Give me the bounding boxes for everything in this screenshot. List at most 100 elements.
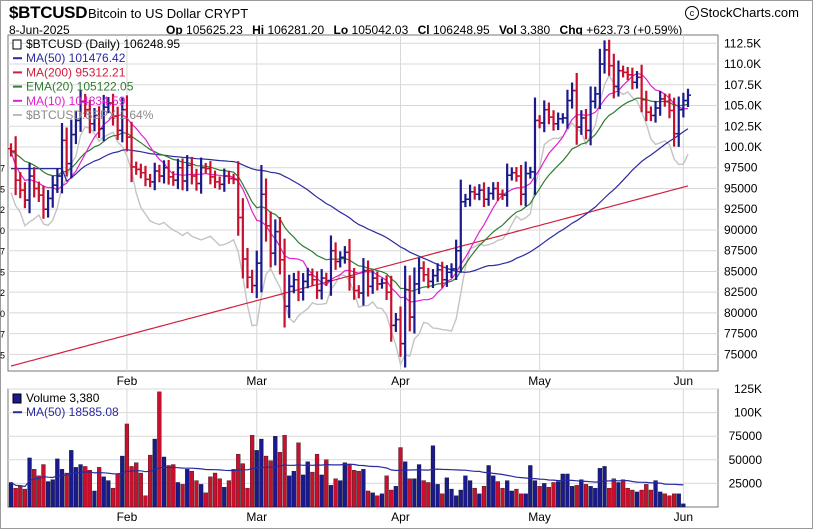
volume-bar xyxy=(347,464,352,508)
volume-bar xyxy=(305,461,310,508)
volume-bar xyxy=(166,465,171,508)
volume-bar xyxy=(454,495,459,508)
volume-bar xyxy=(268,460,273,508)
volume-bar xyxy=(472,487,477,508)
symbol-description: Bitcoin to US Dollar CRYPT xyxy=(88,6,248,21)
volume-bar xyxy=(542,483,547,508)
volume-bar xyxy=(509,490,514,508)
volume-bar xyxy=(426,482,431,508)
symbol-name: Bitcoin to US Dollar xyxy=(88,6,201,21)
volume-bar xyxy=(481,486,487,508)
volume-bar xyxy=(565,473,570,508)
volume-bar xyxy=(467,480,473,508)
volume-bar xyxy=(120,455,125,508)
volume-bar xyxy=(593,487,598,508)
volume-tick-label: 25000 xyxy=(729,476,763,490)
volume-bar xyxy=(203,492,208,508)
volume-bar xyxy=(69,450,74,508)
volume-bar xyxy=(667,495,672,508)
volume-bar xyxy=(212,472,218,508)
volume-tick-label: 50000 xyxy=(729,453,763,467)
volume-bar xyxy=(328,485,334,508)
volume-bar xyxy=(588,486,593,508)
price-tick-label: 102.5K xyxy=(724,119,762,133)
volume-bar xyxy=(277,452,283,508)
volume-bar xyxy=(607,487,612,508)
copyright: c StockCharts.com xyxy=(685,5,799,20)
volume-bar xyxy=(287,475,292,508)
volume-bar xyxy=(416,464,422,508)
volume-bar xyxy=(537,486,542,508)
price-tick-label: 107.5K xyxy=(724,78,762,92)
volume-tick-label: 75000 xyxy=(729,429,763,443)
volume-bar xyxy=(560,473,565,508)
price-tick-left-label: 0 xyxy=(0,309,5,319)
volume-bar xyxy=(352,470,357,508)
volume-bar xyxy=(551,482,556,508)
price-legend-label-price: $BTCUSD (Daily) 106248.95 xyxy=(26,37,180,51)
volume-bar xyxy=(389,489,394,508)
volume-bar xyxy=(273,436,278,508)
volume-bar xyxy=(41,464,46,508)
volume-bar xyxy=(106,480,111,508)
price-tick-label: 77500 xyxy=(724,327,758,341)
month-label: May xyxy=(528,374,551,388)
volume-bar xyxy=(101,476,106,508)
volume-bar xyxy=(36,475,41,508)
volume-bar xyxy=(648,489,654,508)
volume-bar xyxy=(129,466,134,508)
volume-bar xyxy=(110,487,116,508)
volume-bar xyxy=(403,461,408,508)
price-tick-left-label: 5 xyxy=(0,350,5,360)
volume-bar xyxy=(407,478,412,508)
volume-bar xyxy=(32,469,37,508)
volume-bar xyxy=(83,466,88,508)
volume-bar xyxy=(398,447,403,508)
low-value: 105042.03 xyxy=(351,23,409,37)
price-tick-label: 97500 xyxy=(724,161,758,175)
volume-bar xyxy=(375,495,380,508)
volume-bar xyxy=(644,484,649,508)
volume-bar xyxy=(171,464,176,508)
price-legend-swatch-price xyxy=(12,39,22,50)
volume-bar xyxy=(523,493,528,508)
volume-bar xyxy=(430,445,436,508)
price-tick-left-label: 7 xyxy=(0,330,5,340)
month-label-volume: Apr xyxy=(391,510,410,524)
price-tick-left-label: 5 xyxy=(0,184,5,194)
volume-bar xyxy=(546,487,551,508)
volume-bar xyxy=(250,435,255,508)
volume-bar xyxy=(73,467,79,508)
volume-bar xyxy=(92,490,97,508)
volume-bar xyxy=(620,479,626,508)
volume-bar xyxy=(254,450,259,508)
price-tick-left-label: 2 xyxy=(0,288,5,298)
volume-bar xyxy=(500,487,505,508)
volume-bar xyxy=(518,493,524,508)
volume-bar xyxy=(314,453,320,508)
month-label-volume: May xyxy=(528,510,551,524)
volume-bar xyxy=(379,493,385,508)
volume-bar xyxy=(583,484,589,508)
volume-bar xyxy=(152,438,157,508)
volume-bar xyxy=(528,465,533,508)
volume-bar xyxy=(208,476,213,508)
volume-value: 3,380 xyxy=(520,23,551,37)
high-value: 106281.20 xyxy=(267,23,325,37)
volume-bar xyxy=(597,468,603,508)
volume-bar xyxy=(134,462,139,508)
volume-bar xyxy=(18,486,23,508)
volume-legend-label-volume: Volume 3,380 xyxy=(26,391,100,405)
price-tick-label: 90000 xyxy=(724,223,758,237)
price-bar xyxy=(685,88,691,107)
volume-bar xyxy=(634,491,640,508)
volume-bar xyxy=(115,473,120,508)
ohlc-readout: Op 105625.23 Hi 106281.20 Lo 105042.03 C… xyxy=(166,23,682,37)
price-tick-left-label: 7 xyxy=(0,164,5,174)
volume-bar xyxy=(143,495,148,508)
volume-label: Vol xyxy=(499,23,517,37)
close-value: 106248.95 xyxy=(432,23,490,37)
price-tick-label: 87500 xyxy=(724,244,758,258)
price-tick-label: 95000 xyxy=(724,181,758,195)
volume-bar xyxy=(342,462,347,508)
